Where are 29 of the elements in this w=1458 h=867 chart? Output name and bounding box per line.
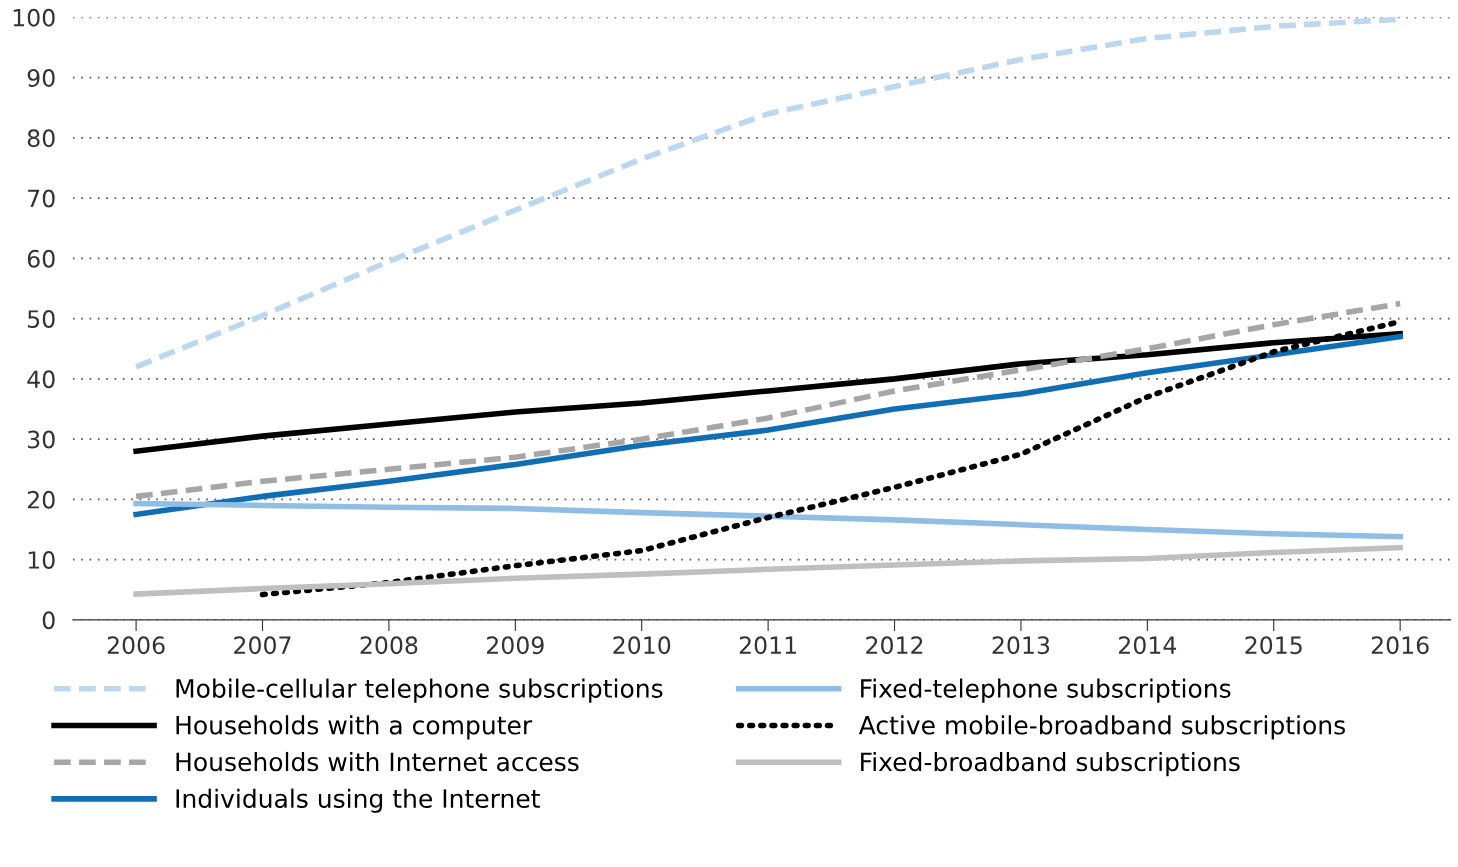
- legend-label: Fixed-broadband subscriptions: [861, 751, 1240, 777]
- x-tick-label: 2010: [613, 636, 671, 655]
- y-tick-label: 60: [27, 249, 55, 268]
- x-tick-label: 2013: [992, 636, 1050, 655]
- y-tick-label: 90: [27, 69, 55, 87]
- legend-label: Households with Internet access: [176, 751, 579, 772]
- x-tick-label: 2007: [234, 636, 291, 655]
- legend-label: Active mobile-broadband subscriptions: [858, 715, 1345, 740]
- legend-label: Mobile-cellular telephone subscriptions: [176, 678, 663, 703]
- legend-label: Households with a computer: [176, 715, 533, 740]
- y-tick-label: 70: [28, 189, 55, 208]
- legend-label: Individuals using the Internet: [176, 788, 540, 813]
- y-tick-label: 80: [27, 129, 55, 148]
- x-tick-label: 2009: [487, 636, 544, 655]
- y-tick-label: 50: [28, 310, 55, 328]
- y-tick-label: 30: [27, 430, 55, 449]
- legend-label: Fixed-telephone subscriptions: [861, 678, 1231, 703]
- y-tick-label: 10: [28, 551, 55, 569]
- x-tick-label: 2016: [1371, 636, 1429, 655]
- y-tick-label: 20: [27, 490, 55, 509]
- x-tick-label: 2015: [1245, 636, 1302, 655]
- x-tick-label: 2008: [360, 636, 418, 655]
- x-tick-label: 2011: [739, 636, 796, 655]
- x-tick-label: 2012: [866, 636, 923, 655]
- y-tick-label: 40: [27, 370, 55, 389]
- x-tick-label: 2006: [107, 636, 165, 655]
- x-tick-label: 2014: [1119, 636, 1177, 655]
- y-tick-label: 100: [13, 8, 55, 27]
- y-tick-label: 0: [42, 611, 55, 630]
